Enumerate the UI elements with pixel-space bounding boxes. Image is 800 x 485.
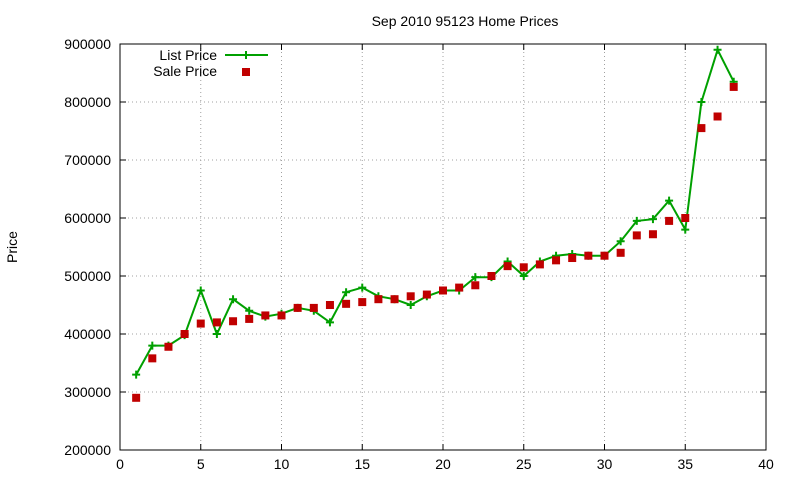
list-price-point xyxy=(519,272,528,280)
y-tick-label: 300000 xyxy=(64,384,111,400)
series xyxy=(132,45,738,402)
x-tick-label: 25 xyxy=(516,456,532,472)
sale-price-point xyxy=(374,295,383,304)
legend-label-sale-price: Sale Price xyxy=(153,63,217,79)
grid xyxy=(120,44,766,450)
legend-label-list-price: List Price xyxy=(159,47,217,63)
sale-price-point xyxy=(277,311,286,320)
sale-price-point xyxy=(568,254,577,263)
sale-price-point xyxy=(212,318,221,327)
sale-price-point xyxy=(503,262,512,271)
list-price-point xyxy=(681,225,690,234)
sale-price-point xyxy=(552,256,561,265)
y-tick-label: 700000 xyxy=(64,152,111,168)
y-tick-label: 800000 xyxy=(64,94,111,110)
sale-price-point xyxy=(584,251,593,260)
sale-price-point xyxy=(245,314,254,323)
sale-price-point xyxy=(390,295,399,304)
list-price-point xyxy=(648,215,657,224)
list-price-point xyxy=(713,45,722,54)
sale-price-point xyxy=(455,283,464,292)
x-tick-label: 0 xyxy=(116,456,124,472)
list-price-point xyxy=(697,98,706,106)
list-price-point xyxy=(471,273,480,282)
axis-ticks: 0 5 10 15 20 25 30 35 40 200000 300000 400000 500000… xyxy=(64,36,774,472)
x-tick-label: 40 xyxy=(758,456,774,472)
sale-price-point xyxy=(132,393,141,402)
list-price-line xyxy=(135,47,735,376)
y-tick-label: 500000 xyxy=(64,268,111,284)
sale-price-point xyxy=(148,354,157,363)
x-tick-label: 30 xyxy=(597,456,613,472)
list-price-point xyxy=(148,341,157,350)
sale-price-point xyxy=(325,301,334,309)
list-price-point xyxy=(342,288,351,297)
list-price-point xyxy=(132,370,141,379)
list-price-point xyxy=(632,216,641,225)
sale-price-point xyxy=(681,214,690,222)
sale-price-point xyxy=(487,272,496,280)
sale-price-point xyxy=(439,286,447,295)
sale-price-point xyxy=(471,281,480,290)
sale-price-point xyxy=(164,342,173,351)
legend: List Price Sale Price xyxy=(153,47,268,79)
sale-price-point xyxy=(616,248,625,257)
x-tick-label: 35 xyxy=(677,456,693,472)
sale-price-point xyxy=(261,311,270,320)
y-axis-label: Price xyxy=(4,231,20,263)
sale-price-point xyxy=(293,303,302,312)
sale-price-point xyxy=(535,260,544,269)
list-price-point xyxy=(212,330,221,338)
sale-price-point xyxy=(519,263,528,272)
list-price-point xyxy=(325,318,334,327)
x-tick-label: 20 xyxy=(435,456,451,472)
sale-price-point xyxy=(632,231,641,240)
sale-price-point xyxy=(342,299,351,308)
sale-price-point xyxy=(600,251,609,260)
sale-price-point xyxy=(309,303,318,312)
list-price-point xyxy=(245,306,254,315)
chart-title: Sep 2010 95123 Home Prices xyxy=(372,13,559,29)
legend-marker-list-price xyxy=(242,51,250,59)
sale-price-point xyxy=(358,298,367,307)
sale-price-point xyxy=(665,216,674,225)
y-tick-label: 600000 xyxy=(64,210,111,226)
sale-price-point xyxy=(406,292,415,301)
list-price-point xyxy=(358,283,367,292)
sale-price-point xyxy=(648,230,657,239)
list-price-point xyxy=(196,286,205,295)
list-price-point xyxy=(229,295,238,304)
sale-price-point xyxy=(713,112,722,121)
list-price-point xyxy=(406,301,415,309)
sale-price-point xyxy=(229,317,238,326)
sale-price-point xyxy=(697,124,706,133)
sale-price-point xyxy=(180,330,189,338)
x-tick-label: 5 xyxy=(197,456,205,472)
x-tick-label: 15 xyxy=(354,456,370,472)
x-tick-label: 10 xyxy=(274,456,290,472)
y-tick-label: 900000 xyxy=(64,36,111,52)
y-tick-label: 400000 xyxy=(64,326,111,342)
list-price-point xyxy=(665,196,674,205)
list-price-point xyxy=(616,237,625,246)
legend-swatch-sale-price xyxy=(242,68,250,76)
sale-price-point xyxy=(729,82,738,91)
sale-price-point xyxy=(196,319,205,328)
y-tick-label: 200000 xyxy=(64,442,111,458)
sale-price-point xyxy=(422,290,431,299)
